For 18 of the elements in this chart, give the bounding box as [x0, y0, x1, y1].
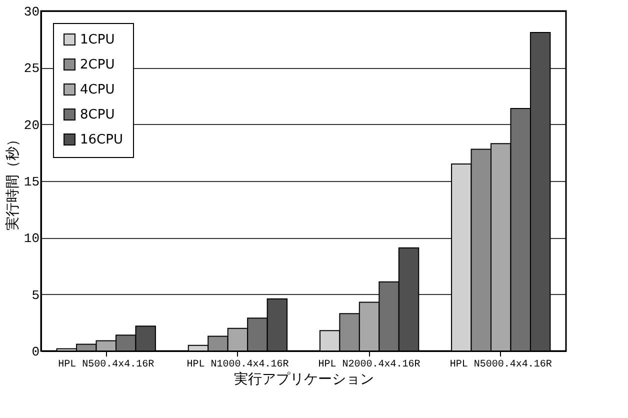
y-axis-title: 実行時間（秒） — [4, 132, 21, 230]
y-tick-label: 10 — [24, 231, 40, 246]
x-tick-label: HPL N2000.4x4.16R — [318, 360, 420, 370]
x-tick-label: HPL N5000.4x4.16R — [450, 360, 552, 370]
legend-label: 16CPU — [80, 132, 123, 148]
x-tick-label: HPL N500.4x4.16R — [58, 360, 154, 370]
legend-label: 4CPU — [80, 82, 115, 98]
legend-label: 1CPU — [80, 32, 115, 48]
x-tick-label: HPL N1000.4x4.16R — [186, 360, 289, 370]
y-tick-label: 15 — [24, 174, 40, 190]
legend-label: 2CPU — [80, 58, 115, 72]
y-tick-label: 0 — [32, 344, 40, 360]
y-tick-label: 30 — [24, 4, 40, 20]
y-tick-label: 20 — [24, 118, 40, 133]
x-axis-title: 実行アプリケーション — [234, 372, 374, 388]
y-tick-label: 25 — [24, 61, 40, 76]
legend-label: 8CPU — [80, 108, 115, 122]
y-tick-label: 5 — [32, 288, 40, 303]
